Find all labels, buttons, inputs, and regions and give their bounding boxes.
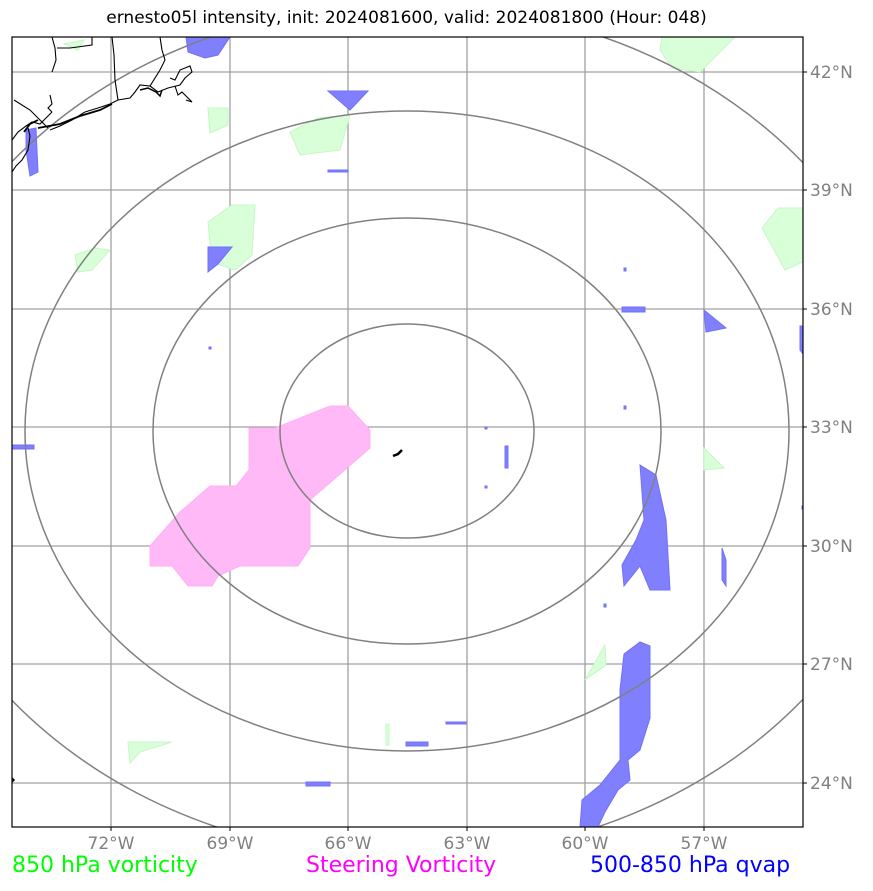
lon-label-57w: 57°W [681,834,728,854]
vorticity-850-shading [62,37,803,765]
lat-label-27n: 27°N [810,655,853,675]
range-ring-second [152,217,662,645]
lat-label-36n: 36°N [810,300,853,320]
map-frame [11,36,804,828]
range-rings [12,37,803,827]
lat-label-39n: 39°N [810,181,853,201]
storm-track [392,449,403,458]
legend-850-vorticity: 850 hPa vorticity [12,853,198,878]
legend-steering-vorticity: Steering Vorticity [306,853,497,878]
lat-label-30n: 30°N [810,537,853,557]
lon-label-69w: 69°W [207,834,254,854]
lat-label-42n: 42°N [810,63,853,83]
long-island [23,103,113,133]
lon-label-60w: 60°W [562,834,609,854]
lon-label-63w: 63°W [444,834,491,854]
steering-vorticity-shading [149,405,371,587]
longitude-gridlines [110,37,705,827]
cape-cod [139,87,163,98]
coastline-new-england [12,37,193,173]
range-ring-inner [279,323,535,539]
qvap-shading [12,37,803,827]
coast-fragment [12,777,16,783]
lon-label-66w: 66°W [325,834,372,854]
lon-label-72w: 72°W [88,834,135,854]
latitude-gridlines [12,71,803,784]
lat-label-24n: 24°N [810,774,853,794]
tick-marks [110,71,807,831]
range-ring-third [24,110,790,752]
map-title: ernesto05l intensity, init: 2024081600, … [106,8,707,28]
lat-label-33n: 33°N [810,418,853,438]
legend-qvap: 500-850 hPa qvap [590,853,791,878]
range-ring-outer [12,37,803,827]
